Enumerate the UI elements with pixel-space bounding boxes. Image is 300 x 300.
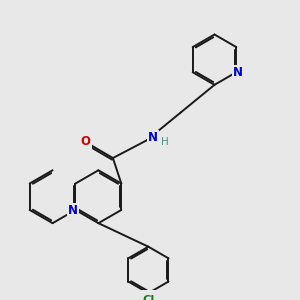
Text: H: H [160,137,168,147]
Text: Cl: Cl [142,295,154,300]
Text: O: O [81,135,91,148]
Text: N: N [68,204,78,217]
Text: N: N [233,66,243,79]
Text: N: N [148,131,158,144]
